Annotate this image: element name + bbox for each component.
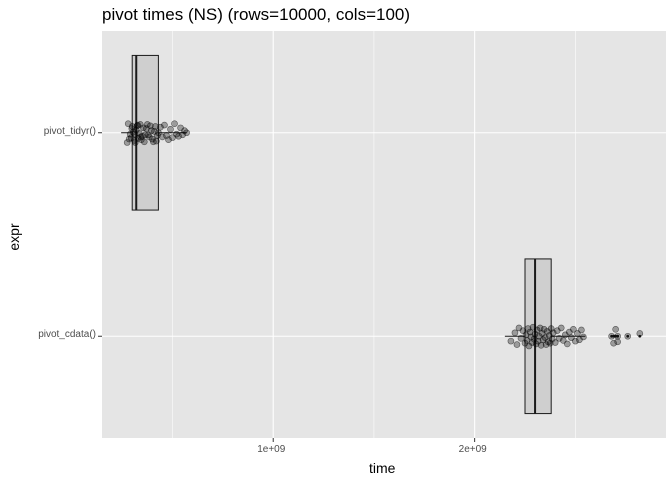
plot-panel-background <box>102 31 666 438</box>
data-point <box>636 330 644 337</box>
data-point <box>580 333 587 341</box>
data-point <box>144 121 151 128</box>
data-point <box>551 339 559 346</box>
data-point <box>528 339 536 346</box>
data-point <box>125 135 133 143</box>
data-point <box>167 125 174 133</box>
data-point <box>614 332 621 340</box>
data-point <box>171 120 178 128</box>
data-point <box>159 133 166 141</box>
data-point <box>183 129 190 137</box>
data-point <box>161 121 168 129</box>
data-point <box>563 340 571 348</box>
x-tick-label: 1e+09 <box>257 444 286 455</box>
y-axis-title: expr <box>6 223 22 251</box>
data-point <box>513 341 521 348</box>
x-tick-label: 2e+09 <box>458 444 487 455</box>
y-tick-label: pivot_cdata() <box>38 329 96 341</box>
data-point <box>524 325 532 332</box>
box-outlier <box>616 334 620 338</box>
data-point <box>152 123 159 130</box>
data-point <box>146 133 153 141</box>
data-point <box>612 325 619 333</box>
data-point <box>137 133 144 141</box>
data-point <box>148 127 155 134</box>
data-point <box>150 138 157 146</box>
data-point <box>175 132 182 140</box>
x-axis-title: time <box>369 460 396 476</box>
data-point <box>614 338 621 346</box>
box-iqr <box>524 258 552 415</box>
data-point <box>157 123 164 131</box>
data-point <box>530 335 538 343</box>
data-point <box>570 325 577 333</box>
data-point <box>578 326 585 334</box>
data-point <box>517 335 525 342</box>
data-point <box>124 120 132 128</box>
axis-ticks <box>98 132 476 442</box>
data-point <box>608 332 615 340</box>
grid-lines <box>102 31 666 438</box>
data-point <box>572 337 579 345</box>
y-tick-label: pivot_tidyr() <box>43 125 96 137</box>
data-point <box>123 139 131 146</box>
data-point <box>549 329 557 337</box>
jitter-points-layer <box>123 120 644 350</box>
data-point <box>131 139 139 146</box>
chart-title: pivot times (NS) (rows=10000, cols=100) <box>102 5 411 24</box>
data-point <box>134 121 141 129</box>
data-point <box>165 136 172 144</box>
data-point <box>610 339 617 347</box>
data-point <box>557 324 565 332</box>
data-point <box>154 132 161 139</box>
data-point <box>624 332 632 340</box>
box-outlier <box>610 334 614 338</box>
data-point <box>507 337 515 345</box>
data-point <box>131 130 138 138</box>
data-point <box>128 125 136 132</box>
data-point <box>555 335 563 342</box>
box-outlier <box>626 334 630 338</box>
data-point <box>511 329 519 337</box>
